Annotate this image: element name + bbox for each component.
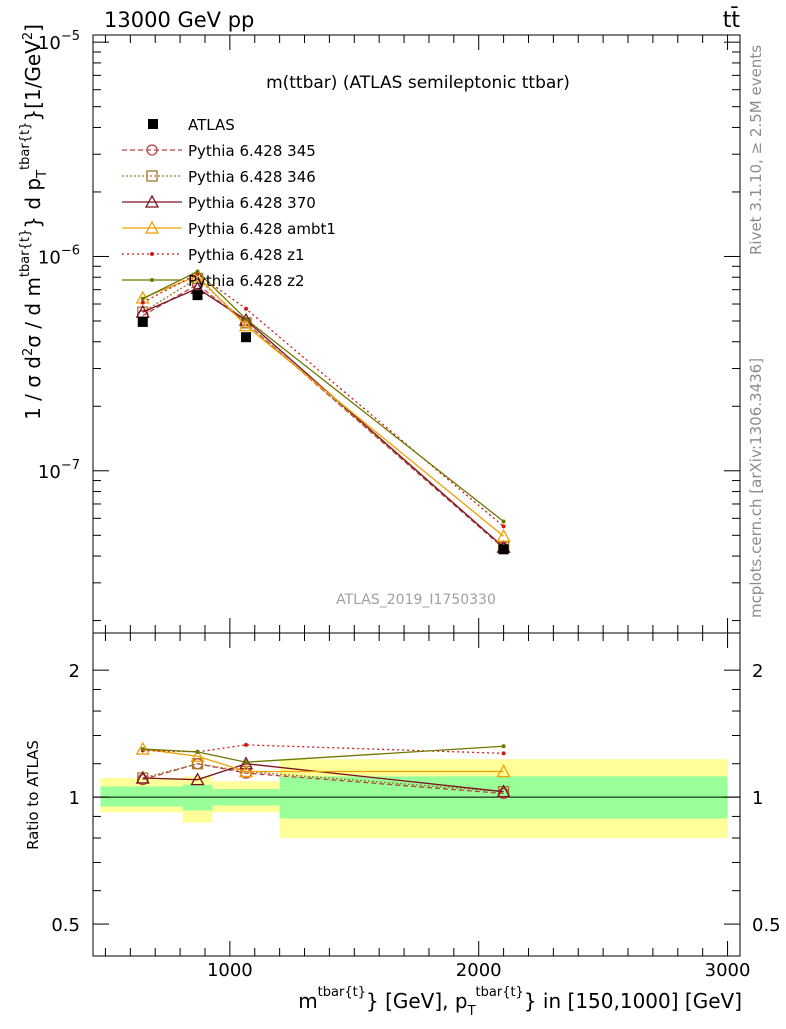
series-point-z2 — [244, 317, 249, 322]
header-left: 13000 GeV pp — [104, 8, 254, 32]
legend-label: Pythia 6.428 ambt1 — [188, 220, 336, 238]
legend-label: Pythia 6.428 345 — [188, 142, 316, 160]
legend-marker-z1 — [150, 252, 154, 256]
xlabel-part: T — [467, 1004, 476, 1019]
main-ylabel: 1 / σ d2σ / d mtbar{t}} d pTtbar{t}}[1/G… — [18, 24, 50, 420]
legend-label: Pythia 6.428 z2 — [188, 272, 305, 290]
ylabel-part: tbar{t} — [18, 229, 33, 277]
ratio-line-p345 — [142, 763, 504, 795]
ratio-point-ambt1 — [496, 764, 511, 778]
atlas-data-point — [192, 290, 203, 301]
header-right: tt̄ — [723, 7, 741, 33]
legend-marker-p370 — [144, 194, 160, 208]
legend-label: Pythia 6.428 z1 — [188, 246, 305, 264]
ratio-point-z2 — [140, 747, 145, 752]
series-line-z2 — [142, 270, 504, 522]
ratio-y-tick-label-left: 0.5 — [51, 915, 80, 936]
series-point-ambt1 — [496, 528, 511, 542]
ylabel-part: ] — [21, 24, 45, 32]
series-point-z2 — [140, 296, 145, 301]
series-point-z1 — [140, 300, 145, 305]
y-tick-label: 10−5 — [38, 29, 80, 54]
ratio-point-p370 — [496, 784, 511, 798]
ylabel-part: 1 / σ d — [21, 356, 45, 420]
ratio-line-p370 — [142, 763, 504, 793]
ratio-line-p346 — [142, 763, 504, 793]
xlabel: mtbar{t}} [GeV], pTtbar{t}} in [150,1000… — [298, 985, 742, 1019]
ratio-line-ambt1 — [142, 748, 504, 773]
xlabel-part: tbar{t} — [476, 985, 524, 1000]
series-point-z1 — [501, 524, 506, 529]
watermark: ATLAS_2019_I1750330 — [336, 592, 496, 608]
ratio-point-z1 — [501, 751, 506, 756]
ratio-y-tick-label-right: 2 — [752, 661, 763, 682]
series-line-p346 — [142, 277, 505, 548]
ratio-point-z1 — [244, 742, 249, 747]
legend-marker-p345 — [146, 144, 158, 156]
ratio-y-tick-label-right: 1 — [752, 788, 763, 809]
main-series — [135, 268, 511, 555]
series-line-z1 — [142, 273, 505, 527]
series-line-p370 — [142, 287, 505, 548]
ylabel-part: }[1/GeV — [21, 40, 45, 122]
x-tick-label: 3000 — [705, 960, 751, 981]
side-rivet: Rivet 3.1.10, ≥ 2.5M events — [747, 45, 765, 255]
legend-marker-atlas — [148, 119, 158, 129]
series-line-ambt1 — [142, 275, 505, 537]
ratio-y-tick-label-right: 0.5 — [752, 915, 781, 936]
atlas-data-point — [137, 316, 148, 327]
series-point-ambt1 — [238, 318, 254, 332]
ratio-y-tick-label-left: 2 — [69, 661, 80, 682]
x-tick-label: 2000 — [456, 960, 502, 981]
ylabel-part: σ / d m — [21, 277, 45, 348]
ratio-point-p370 — [135, 770, 150, 784]
ratio-series — [135, 741, 511, 800]
ratio-point-ambt1 — [190, 748, 205, 762]
legend: ATLAS Pythia 6.428 345 Pythia 6.428 346 Pyt… — [122, 116, 336, 290]
ratio-point-p346 — [191, 758, 204, 770]
ratio-point-z2 — [501, 744, 506, 749]
side-mcplots: mcplots.cern.ch [arXiv:1306.3436] — [747, 358, 765, 618]
ratio-ylabel: Ratio to ATLAS — [24, 740, 42, 850]
x-tick-label: 1000 — [207, 960, 253, 981]
series-point-p345 — [191, 278, 204, 291]
xlabel-part: m — [298, 989, 317, 1013]
xlabel-part: } in [150,1000] [GeV] — [524, 989, 742, 1013]
series-point-z1 — [244, 306, 249, 311]
ratio-y-tick-label-left: 1 — [69, 788, 80, 809]
series-line-p345 — [142, 283, 505, 549]
ratio-point-ambt1 — [135, 741, 150, 755]
ratio-point-p370 — [190, 772, 205, 786]
legend-label: ATLAS — [188, 116, 235, 134]
axis-ticks: 10−5 10−6 10−7 1000 2000 3000 0.5 0.5 1 1 2 2 — [38, 29, 781, 981]
xlabel-part: } [GeV], p — [366, 989, 468, 1013]
legend-marker-z2 — [150, 278, 154, 282]
xlabel-part: tbar{t} — [318, 985, 366, 1000]
y-tick-label: 10−6 — [38, 243, 80, 268]
series-point-z2 — [501, 519, 506, 524]
ratio-frame — [92, 632, 741, 957]
ratio-point-z2 — [195, 749, 200, 754]
ylabel-part: T — [35, 170, 50, 179]
ratio-point-p370 — [238, 756, 254, 770]
ratio-line-z2 — [142, 745, 504, 763]
ylabel-part: 2 — [21, 32, 36, 40]
uncertainty-band-inner — [100, 786, 183, 807]
plot-title: m(ttbar) (ATLAS semileptonic ttbar) — [266, 73, 570, 93]
y-tick-label: 10−7 — [38, 458, 80, 483]
legend-marker-ambt1 — [144, 220, 160, 234]
ylabel-part: } d p — [21, 178, 45, 229]
legend-marker-p346 — [146, 170, 158, 182]
ylabel-part: tbar{t} — [18, 122, 33, 170]
legend-label: Pythia 6.428 370 — [188, 194, 316, 212]
atlas-data-point — [241, 332, 252, 343]
legend-label: Pythia 6.428 346 — [188, 168, 316, 186]
series-point-z2 — [195, 269, 200, 274]
ylabel-part: 2 — [21, 348, 36, 356]
atlas-data-point — [498, 544, 509, 555]
ratio-point-ambt1 — [238, 764, 254, 778]
ratio-point-z2 — [244, 760, 249, 765]
